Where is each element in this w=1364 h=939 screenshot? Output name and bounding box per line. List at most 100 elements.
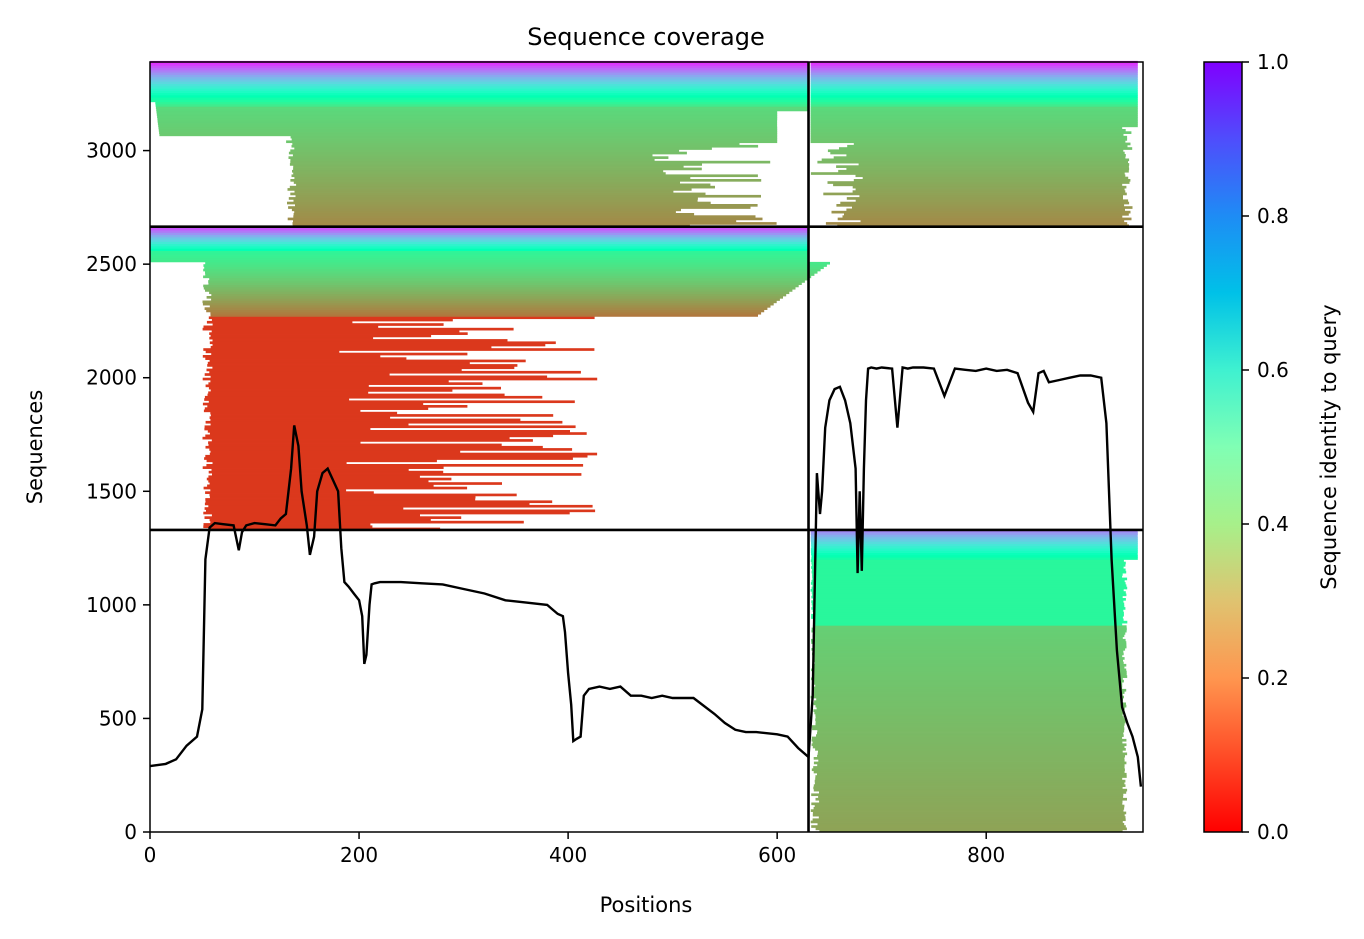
heatmap-cell [821,158,1130,162]
heatmap-cell [202,402,424,406]
heatmap-cell [157,115,778,119]
heatmap-cell [202,466,444,469]
heatmap-cell [837,217,1132,221]
heatmap-cell [810,97,1138,100]
heatmap-cell [810,539,1138,542]
heatmap-cell [209,495,476,499]
heatmap-cell [810,106,1138,109]
heatmap-cell [209,370,581,374]
heatmap-cell [208,400,575,404]
heatmap-cell [150,76,809,80]
heatmap-cell [204,407,429,410]
heatmap-cell [847,144,1128,148]
heatmap-cell [150,88,809,91]
heatmap-cell [811,543,1138,547]
heatmap-cell [207,430,571,433]
heatmap-cell [205,273,815,276]
heatmap-cell [810,129,1126,132]
heatmap-cell [150,92,809,96]
heatmap-cell [211,330,460,333]
heatmap-cell [293,165,684,168]
heatmap-cell [810,122,1138,125]
heatmap-cell [202,355,381,358]
heatmap-cell [813,686,1123,690]
heatmap-cell [210,389,453,392]
heatmap-cell [811,668,1127,672]
heatmap-cell [810,559,1124,563]
heatmap-cell [818,750,1123,753]
heatmap-cell [205,498,476,501]
heatmap-cell [202,300,777,304]
heatmap-cell [810,532,1138,535]
heatmap-cell [210,418,521,422]
heatmap-cell [205,261,830,265]
heatmap-cell [810,589,1124,592]
heatmap-cell [204,457,573,460]
heatmap-cell [819,791,1127,794]
colorbar-frame [1203,61,1243,833]
heatmap-cell [812,745,1125,749]
y-tick-label: 2500 [86,252,137,276]
heatmap-cell [811,793,1124,797]
heatmap-cell [296,183,711,187]
y-axis-title: Sequences [23,390,47,505]
heatmap-cell [812,813,1125,817]
heatmap-cell [817,752,1128,756]
heatmap-cell [813,673,1127,676]
heatmap-cell [208,504,593,508]
heatmap-cell [853,142,1131,146]
heatmap-cell [150,69,809,73]
heatmap-cell [817,160,1128,164]
heatmap-cell [207,364,518,367]
heatmap-cell [206,296,784,299]
heatmap-cell [810,115,1138,119]
heatmap-cell [211,298,780,301]
heatmap-cell [811,545,1138,549]
heatmap-cell [813,643,1127,647]
heatmap-cell [812,693,1123,697]
heatmap-cell [812,575,1123,578]
heatmap-cell [210,345,492,349]
heatmap-cell [150,239,809,242]
heatmap-cell [812,741,1123,744]
y-axis-ticks: 0 500 1000 1500 2000 2500 3000 [86,139,150,844]
heatmap-cell [855,199,1129,203]
heatmap-cell [810,113,1138,116]
heatmap-cell [811,564,1126,567]
heatmap-cell [811,613,1124,617]
heatmap-cell [208,280,805,283]
heatmap-cell [811,602,1125,606]
heatmap-cell [812,675,1128,678]
heatmap-cell [810,104,1138,107]
heatmap-cell [812,593,1127,597]
heatmap-cell [210,520,524,524]
heatmap-cell [811,579,1125,583]
heatmap-cell [810,90,1138,94]
heatmap-cell [293,181,680,184]
y-tick-label: 500 [99,706,137,730]
heatmap-cell [286,140,778,144]
heatmap-cell [204,266,824,270]
heatmap-cell [155,104,809,107]
heatmap-cell [210,380,449,383]
heatmap-cell [157,117,778,121]
heatmap-cell [150,99,809,103]
heatmap-cell [812,679,1124,683]
heatmap-cell [812,625,1127,628]
heatmap-cell [811,638,1126,642]
heatmap-cell [157,119,778,123]
chart-title: Sequence coverage [527,23,764,51]
heatmap-cell [811,768,1125,772]
heatmap-cell [810,65,1138,69]
heatmap-cell [150,81,809,84]
heatmap-cell [810,124,1138,128]
heatmap-cell [830,151,1125,155]
heatmap-cell [207,405,468,408]
heatmap-cell [290,192,706,196]
heatmap-cell [205,445,543,449]
heatmap-cell [208,441,361,444]
heatmap-cell [202,302,774,306]
heatmap-cell [208,443,502,447]
heatmap-cell [294,147,712,150]
x-tick-label: 800 [967,843,1005,867]
